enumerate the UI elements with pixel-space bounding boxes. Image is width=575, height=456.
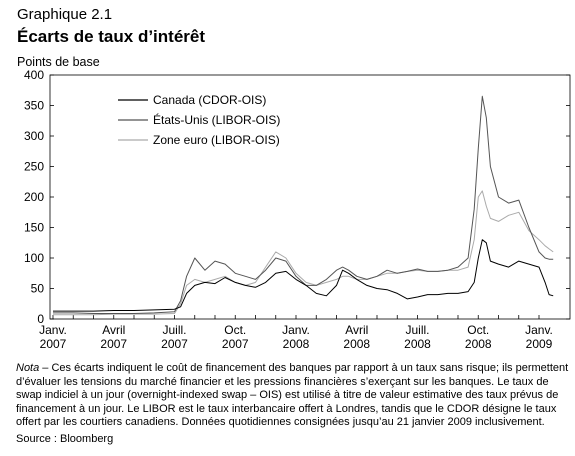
y-tick-label: 100 (24, 251, 44, 265)
y-tick-label: 350 (24, 99, 44, 113)
x-tick-label-year: 2008 (283, 337, 310, 351)
x-tick-label-month: Janv. (282, 323, 310, 337)
x-tick-label-year: 2007 (40, 337, 67, 351)
series-line (53, 190, 554, 316)
series-line (53, 95, 554, 314)
y-tick-label: 0 (37, 312, 44, 326)
x-tick-label-month: Juill. (405, 323, 429, 337)
note-lead: Nota (16, 362, 40, 374)
x-tick-label-month: Avril (345, 323, 368, 337)
x-tick-label-month: Janv. (525, 323, 553, 337)
x-tick-label-year: 2007 (100, 337, 127, 351)
y-tick-label: 50 (31, 282, 45, 296)
x-tick-label-month: Juill. (162, 323, 186, 337)
y-tick-label: 150 (24, 221, 44, 235)
figure-label: Graphique 2.1 (17, 6, 113, 23)
plot-area-frame (49, 74, 571, 320)
y-tick-label: 300 (24, 129, 44, 143)
series-lines (53, 95, 554, 316)
x-tick-label-year: 2008 (343, 337, 370, 351)
x-tick-label-month: Janv. (39, 323, 67, 337)
chart-source: Source : Bloomberg (16, 433, 114, 445)
y-tick-label: 250 (24, 160, 44, 174)
x-tick-label-year: 2008 (404, 337, 431, 351)
series-line (53, 239, 554, 312)
note-text: – Ces écarts indiquent le coût de financ… (16, 362, 569, 429)
x-tick-label-year: 2007 (161, 337, 188, 351)
legend-label: Zone euro (LIBOR-OIS) (153, 133, 280, 147)
x-tick-label-year: 2007 (222, 337, 249, 351)
x-tick-label-month: Avril (102, 323, 125, 337)
x-tick-label-year: 2008 (465, 337, 492, 351)
legend: Canada (CDOR-OIS) États-Unis (LIBOR-OIS) Z… (118, 93, 280, 147)
chart-title: Écarts de taux d’intérêt (17, 27, 206, 46)
x-axis: Janv.2007Avril2007Juill.2007Oct.2007Janv… (39, 315, 553, 351)
legend-label: États-Unis (LIBOR-OIS) (153, 112, 280, 127)
y-axis: 0 50 100 150 200 250 300 350 400 (24, 68, 570, 326)
x-tick-label-month: Oct. (467, 323, 489, 337)
y-tick-label: 200 (24, 190, 44, 204)
y-axis-unit-label: Points de base (17, 55, 100, 69)
chart-note: Nota – Ces écarts indiquent le coût de f… (16, 362, 571, 430)
legend-label: Canada (CDOR-OIS) (153, 93, 266, 107)
x-tick-label-month: Oct. (224, 323, 246, 337)
y-tick-label: 400 (24, 68, 44, 82)
x-tick-label-year: 2009 (526, 337, 553, 351)
